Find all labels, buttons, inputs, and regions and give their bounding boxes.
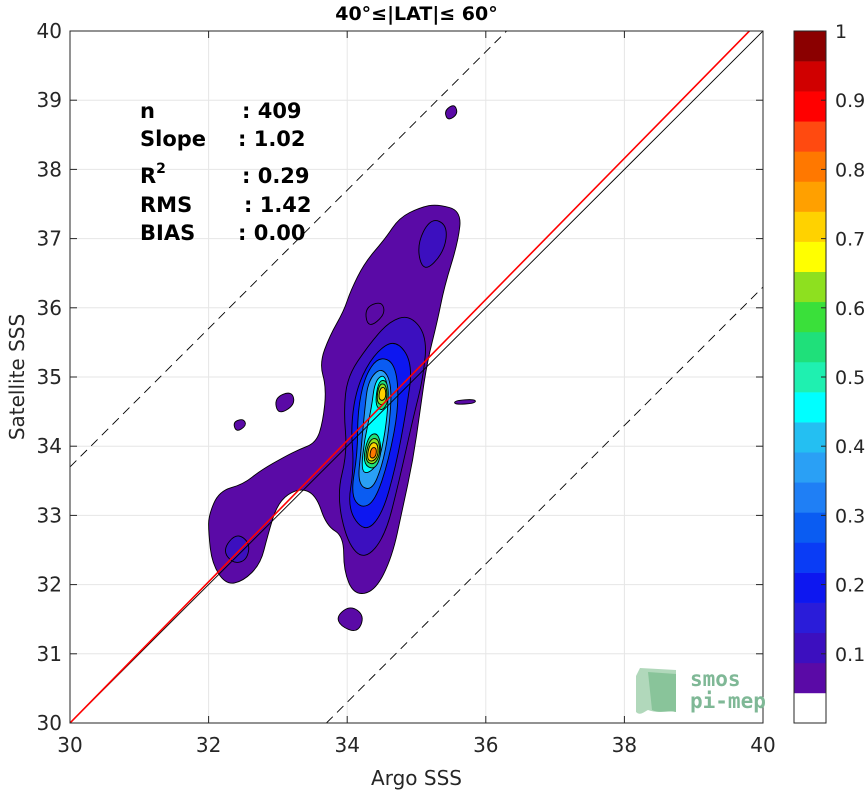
density-contour <box>365 302 385 325</box>
colorbar-segment <box>794 241 826 272</box>
colorbar-tick-label: 0.5 <box>835 367 865 389</box>
x-axis-label: Argo SSS <box>371 766 462 790</box>
colorbar-segment <box>794 121 826 152</box>
smos-pimep-logo: smos pi-mep <box>636 667 766 714</box>
logo-wave-shade-icon <box>648 672 676 712</box>
stat-value: : 0.29 <box>242 164 310 188</box>
density-contours <box>208 105 476 631</box>
density-contour <box>275 392 295 413</box>
y-tick-label: 38 <box>37 157 62 181</box>
density-contour <box>445 105 458 120</box>
x-tick-label: 34 <box>334 733 359 757</box>
x-tick-label: 30 <box>57 733 82 757</box>
colorbar-segment <box>794 542 826 573</box>
y-tick-label: 33 <box>37 503 62 527</box>
colorbar-segment <box>794 392 826 423</box>
colorbar-segment <box>794 61 826 92</box>
colorbar-tick-label: 0.4 <box>835 436 865 458</box>
plot-area: 30 32 34 36 38 40 30 31 32 33 34 35 36 37 38 39 40 40°≤|L… <box>5 3 776 790</box>
colorbar-tick-label: 0.7 <box>835 229 865 251</box>
stat-label: RMS <box>140 193 192 217</box>
colorbar-tick-label: 0.6 <box>835 298 865 320</box>
density-contour <box>418 220 447 268</box>
colorbar-segment <box>794 181 826 212</box>
colorbar-segment <box>794 512 826 543</box>
colorbar: 0.1 0.2 0.3 0.4 0.5 0.6 0.7 0.8 0.9 1 <box>793 21 865 724</box>
colorbar-segment <box>794 361 826 393</box>
density-contour <box>208 204 461 594</box>
colorbar-segment <box>794 31 826 62</box>
stat-label: BIAS <box>140 221 195 245</box>
y-tick-label: 35 <box>37 365 62 389</box>
colorbar-segment <box>794 91 826 122</box>
density-contour <box>369 447 377 459</box>
colorbar-segment <box>794 301 826 333</box>
stat-value: : 1.42 <box>244 193 312 217</box>
colorbar-segment <box>794 271 826 303</box>
density-contour <box>378 386 387 401</box>
colorbar-tick-label: 0.2 <box>835 575 865 597</box>
density-contour <box>337 607 363 631</box>
stat-value: : 1.02 <box>238 127 306 151</box>
y-tick-label: 36 <box>37 296 62 320</box>
y-tick-label: 31 <box>37 642 62 666</box>
stat-value: : 409 <box>242 99 302 123</box>
colorbar-tick-label: 0.3 <box>835 505 865 527</box>
y-tick-label: 40 <box>37 19 62 43</box>
chart-title: 40°≤|LAT|≤ 60° <box>335 3 498 25</box>
stat-label: Slope <box>140 127 206 151</box>
upper-bound-line <box>70 31 507 468</box>
x-tick-label: 32 <box>196 733 221 757</box>
density-contour <box>225 535 250 563</box>
colorbar-tick-label: 0.1 <box>835 644 865 666</box>
y-axis-label: Satellite SSS <box>5 314 29 440</box>
stat-label: n <box>140 99 155 123</box>
density-contour <box>454 399 476 405</box>
stat-value: : 0.00 <box>238 221 306 245</box>
y-tick-label: 34 <box>37 434 62 458</box>
density-contour <box>233 419 246 431</box>
fit-line <box>70 31 751 723</box>
colorbar-tick-label: 1 <box>835 21 847 43</box>
colorbar-segment <box>794 452 826 483</box>
colorbar-segment <box>794 151 826 182</box>
colorbar-segment <box>794 572 826 603</box>
colorbar-segment <box>794 331 826 363</box>
y-tick-label: 37 <box>37 227 62 251</box>
colorbar-tick-label: 0.8 <box>835 159 865 181</box>
colorbar-segment <box>794 632 826 664</box>
colorbar-segment <box>794 422 826 453</box>
colorbar-segment <box>794 211 826 242</box>
x-tick-label: 36 <box>473 733 498 757</box>
y-tick-label: 30 <box>37 711 62 735</box>
lower-bound-line <box>326 286 763 723</box>
x-tick-label: 38 <box>612 733 637 757</box>
logo-text-pimep: pi-mep <box>690 689 766 713</box>
y-tick-label: 39 <box>37 88 62 112</box>
x-tick-label: 40 <box>750 733 775 757</box>
colorbar-segment <box>794 662 826 694</box>
colorbar-segment <box>794 602 826 634</box>
logo-text-smos: smos <box>690 667 741 691</box>
y-tick-label: 32 <box>37 573 62 597</box>
colorbar-segment <box>794 692 826 724</box>
identity-line <box>70 31 763 723</box>
colorbar-tick-label: 0.9 <box>835 90 865 112</box>
colorbar-segment <box>794 482 826 513</box>
